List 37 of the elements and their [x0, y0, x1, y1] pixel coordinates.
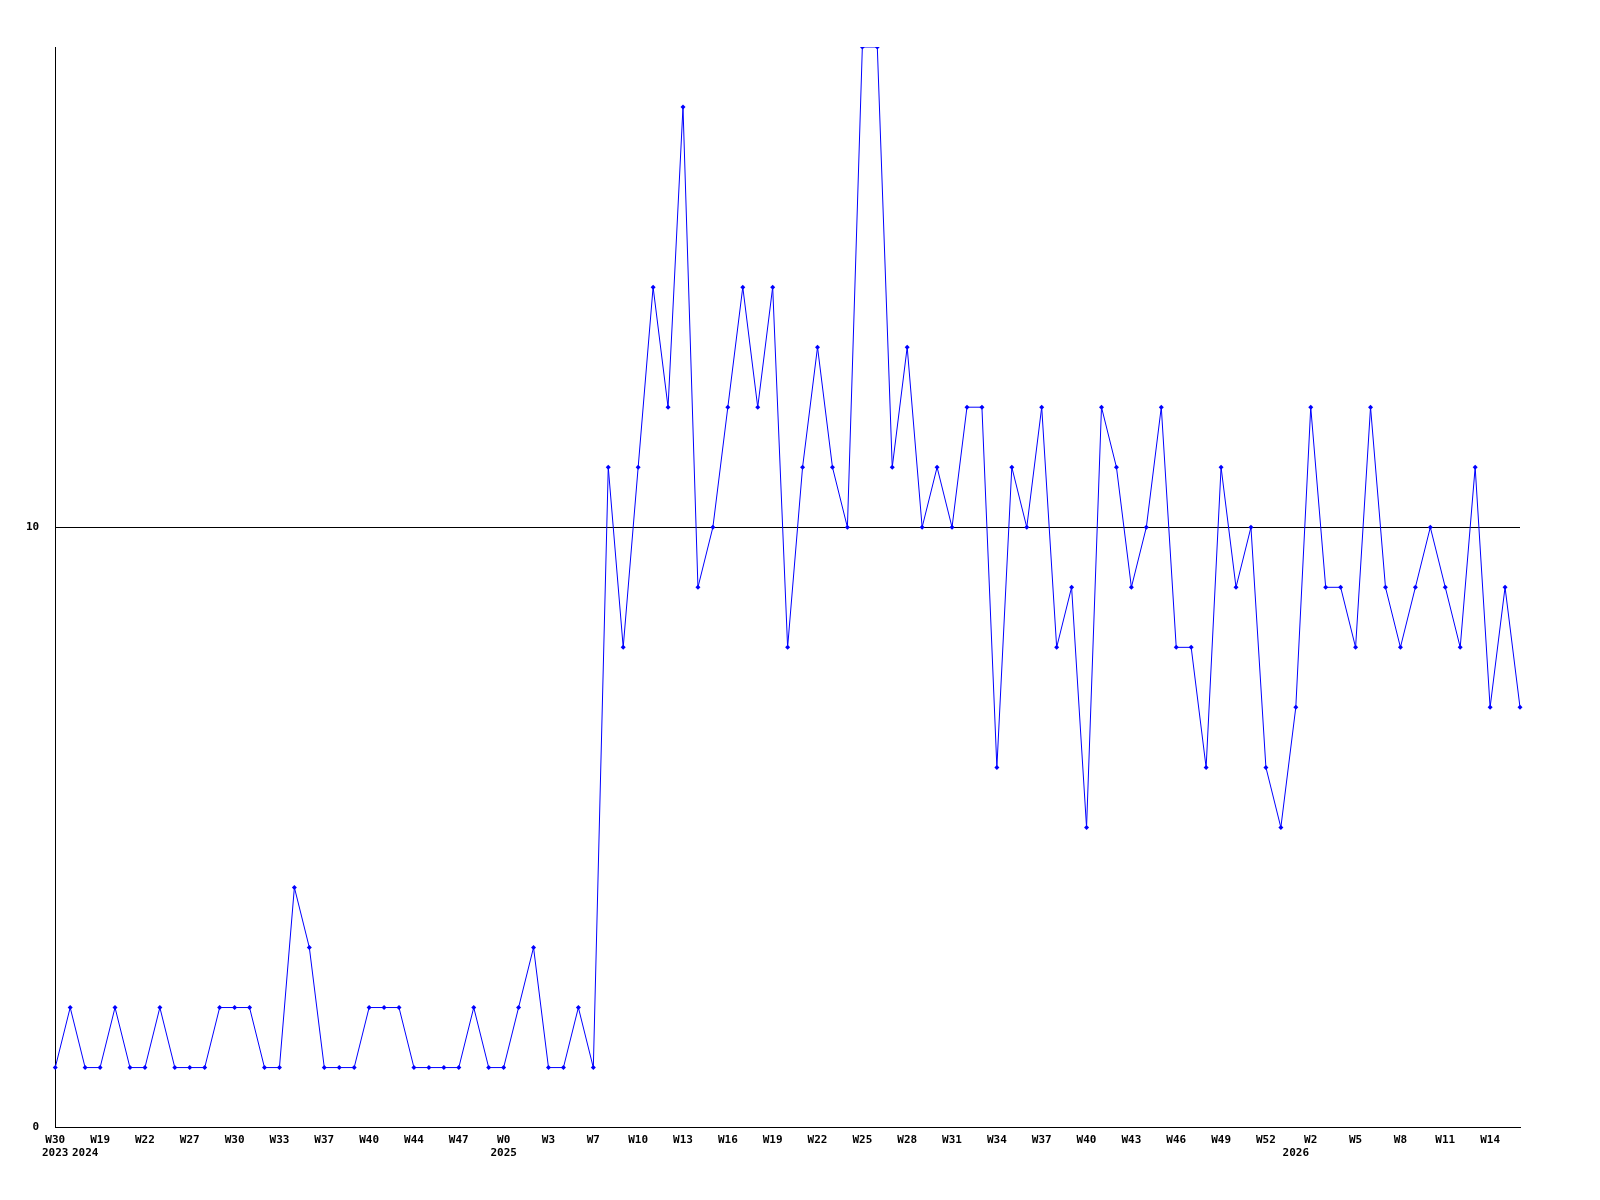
x-tick-label: W40	[1076, 1133, 1097, 1147]
x-tick-label: W49	[1211, 1133, 1232, 1147]
x-tick-label: W33	[269, 1133, 290, 1147]
y-tick-label: 10	[26, 520, 40, 534]
x-tick-label: W30	[224, 1133, 245, 1147]
y-tick-label: 0	[32, 1120, 40, 1134]
x-tick-label: W28	[897, 1133, 918, 1147]
x-tick-label: W31	[942, 1133, 963, 1147]
x-tick-label: W46	[1166, 1133, 1187, 1147]
x-tick-label: W40	[359, 1133, 380, 1147]
x-tick-label: W16	[717, 1133, 739, 1147]
x-tick-label: W10	[628, 1133, 649, 1147]
x-tick-label: W22	[134, 1133, 155, 1147]
x-tick-label: W34	[986, 1133, 1008, 1147]
x-tick-label: W3	[541, 1133, 556, 1147]
x-tick-label: W19	[762, 1133, 783, 1147]
x-tick-label: W2	[1304, 1133, 1318, 1147]
x-tick-label: W5	[1348, 1133, 1363, 1147]
x-tick-label: W8	[1393, 1133, 1408, 1147]
x-tick-label: W27	[179, 1133, 200, 1147]
x-tick-label: W43	[1121, 1133, 1142, 1147]
x-tick-label: W13	[673, 1133, 693, 1147]
x-tick-label: 2026	[1282, 1146, 1310, 1160]
x-tick-label: W19	[90, 1133, 111, 1147]
x-tick-label: W44	[404, 1133, 425, 1147]
x-tick-label: W0 2025	[490, 1133, 517, 1160]
x-tick-label: W22	[807, 1133, 828, 1147]
x-tick-label: W7	[586, 1133, 600, 1147]
x-tick-label: 2024	[71, 1146, 99, 1160]
x-tick-label: W37	[1031, 1133, 1052, 1147]
x-tick-label: W37	[314, 1133, 335, 1147]
x-tick-label: W25	[852, 1133, 873, 1147]
x-tick-label: W52	[1255, 1133, 1276, 1147]
x-tick-label: W11	[1435, 1133, 1456, 1147]
x-tick-label: W30 2023	[42, 1133, 69, 1160]
x-tick-label: W14	[1480, 1133, 1501, 1147]
x-tick-label: W47	[448, 1133, 469, 1147]
